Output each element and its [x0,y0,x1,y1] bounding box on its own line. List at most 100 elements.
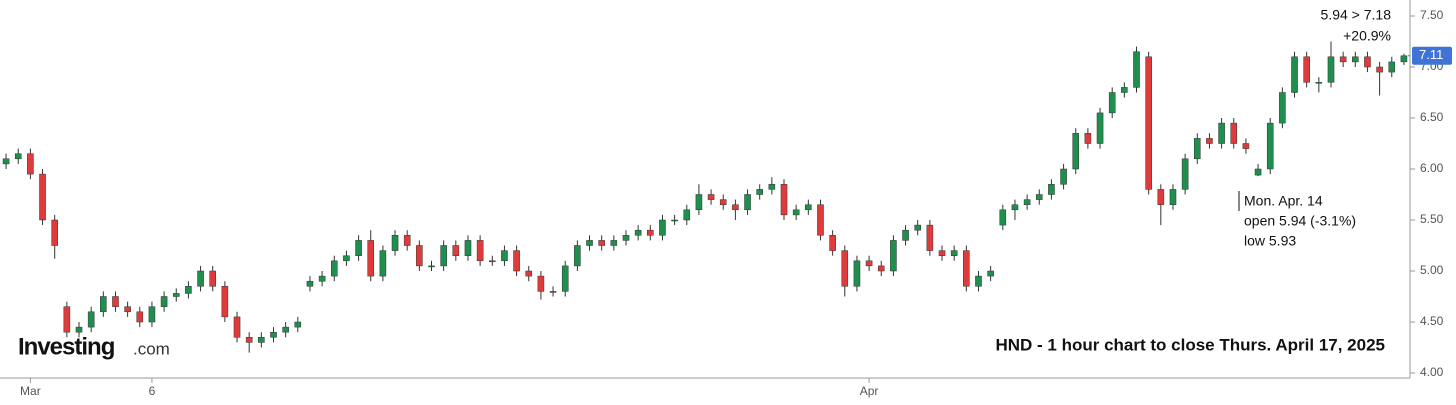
candle-body [987,270,994,277]
candle-body [683,209,691,221]
x-tick-label: Mar [20,384,41,398]
candle-body [343,255,350,262]
annotation: +20.9% [1343,28,1391,44]
candle-body [112,296,119,307]
candle-body [1352,56,1359,63]
candle-body [1084,133,1092,144]
candle-body [525,270,533,277]
candle-body [1193,138,1201,160]
candle-body [1364,56,1371,68]
y-tick-label: 6.00 [1420,161,1444,175]
candle-body [732,204,739,211]
candle-body [1035,194,1043,200]
candle-body [488,260,496,263]
candle-body [100,296,107,313]
candle-body [403,235,411,246]
candle-body [282,326,289,333]
annotation: Mon. Apr. 14 [1244,193,1323,209]
candle-body [14,153,22,160]
candle-body [233,316,241,338]
candle-body [938,250,946,256]
candle-body [1121,87,1128,93]
candle-body [136,311,144,323]
candle-body [318,275,326,282]
candle-body [853,260,861,287]
candle-body [258,337,265,343]
candle-body [1230,122,1238,144]
candle-body [1133,51,1140,88]
candle-body [671,219,678,222]
candle-body [1242,143,1250,149]
candle-body [27,153,34,175]
logo-suffix: .com [133,339,170,358]
candle-body [1315,82,1323,84]
candle-body [63,306,71,333]
candle-body [245,337,253,343]
candle-body [586,240,593,246]
candle-body [707,194,715,200]
candle-body [1048,184,1055,195]
candle-body [877,265,885,272]
candle-body [1266,122,1274,170]
last-price-label: 7.11 [1419,47,1443,62]
x-tick-label: 6 [149,384,156,398]
annotation: open 5.94 (-3.1%) [1244,213,1356,229]
candle-body [768,184,776,190]
candle-body [221,286,229,318]
candle-body [124,306,131,313]
candle-body [914,224,922,231]
candle-body [1096,112,1104,144]
candle-body [1108,92,1116,114]
candle-body [197,270,204,287]
logo: Investing [18,333,115,360]
candle-body [1327,56,1335,83]
candle-body [1400,55,1408,63]
candle-body [561,265,569,292]
candle-body [1388,61,1396,73]
candle-body [367,240,375,277]
candle-body [75,326,83,333]
last-price-box [1412,46,1452,65]
candle-body [1145,56,1152,190]
y-tick-label: 4.50 [1420,314,1444,328]
candle-body [659,219,666,236]
candle-body [270,331,277,338]
candle-body [1072,133,1080,170]
candle-body [598,240,605,246]
candle-body [379,250,387,277]
candle-body [1206,138,1213,144]
candle-body [805,204,812,211]
candle-body [148,306,156,323]
candle-body [744,194,751,211]
candle-body [890,240,897,272]
candle-body [1218,122,1225,144]
candle-body [865,260,873,267]
candle-body [756,189,763,195]
candle-body [1011,204,1019,211]
candle-body [902,229,909,241]
candle-body [501,250,508,262]
candle-body [999,209,1007,226]
candle-body [87,311,95,328]
candle-body [780,184,788,216]
candle-body [172,293,180,297]
candle-body [1023,199,1031,205]
candle-body [537,275,545,292]
y-tick-label: 5.50 [1420,212,1444,226]
candle-body [963,250,970,287]
candle-body [513,250,520,272]
candle-body [610,240,618,246]
candle-body [428,265,435,268]
candle-body [574,245,581,267]
candle-body [391,235,399,251]
candle-body [1279,92,1286,124]
y-tick-label: 4.00 [1420,365,1444,379]
candle-body [1169,189,1177,205]
candle-body [355,240,362,256]
candle-body [695,194,703,211]
candle-body [209,270,217,287]
candle-body [51,219,58,246]
candle-body [464,240,472,256]
